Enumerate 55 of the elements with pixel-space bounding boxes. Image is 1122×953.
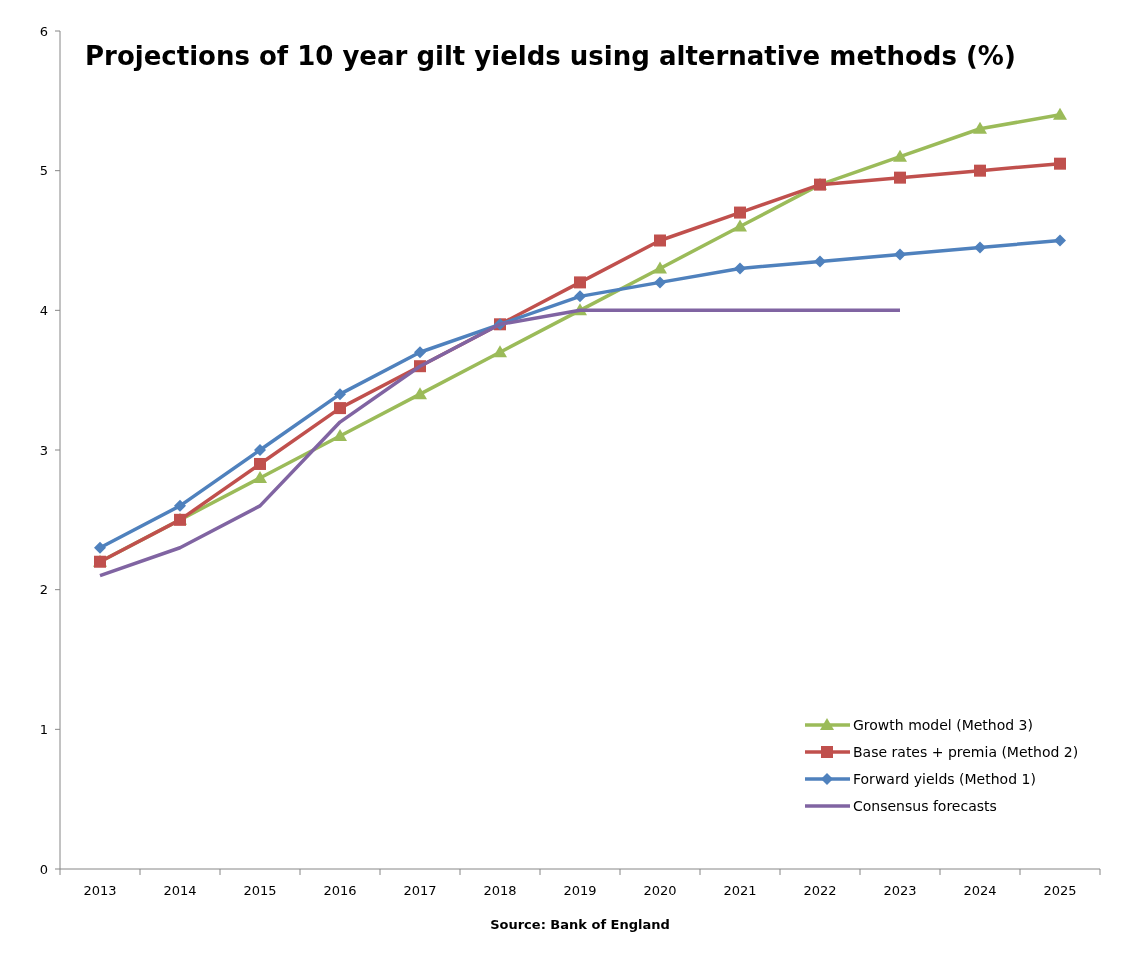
point xyxy=(334,388,346,401)
y-tick-label: 1 xyxy=(39,721,48,737)
chart-title: Projections of 10 year gilt yields using alternative methods (%) xyxy=(85,41,1016,71)
y-tick-label: 5 xyxy=(39,163,48,179)
x-tick-label: 2023 xyxy=(883,883,917,898)
x-tick-label: 2014 xyxy=(163,883,197,898)
point xyxy=(414,346,426,359)
x-tick-label: 2020 xyxy=(643,883,677,898)
x-tick-label: 2016 xyxy=(323,883,357,898)
point xyxy=(894,171,906,184)
point xyxy=(254,444,266,456)
point xyxy=(894,248,906,261)
x-tick-label: 2017 xyxy=(403,883,437,898)
point xyxy=(253,470,267,483)
x-tick-label: 2013 xyxy=(83,883,117,898)
point xyxy=(254,457,266,470)
x-tick-label: 2015 xyxy=(243,883,277,898)
legend-label: Forward yields (Method 1) xyxy=(853,770,1036,787)
y-tick-label: 0 xyxy=(39,861,48,877)
y-tick-label: 6 xyxy=(39,23,48,39)
point xyxy=(174,499,186,512)
source-note: Source: Bank of England xyxy=(490,917,670,932)
x-tick-label: 2025 xyxy=(1043,883,1077,898)
legend-label: Base rates + premia (Method 2) xyxy=(853,743,1079,760)
point xyxy=(333,429,347,442)
legend-label: Growth model (Method 3) xyxy=(853,716,1033,733)
x-tick-label: 2019 xyxy=(563,883,597,898)
point xyxy=(1054,157,1066,170)
point xyxy=(574,290,586,303)
point xyxy=(1054,234,1066,247)
x-tick-label: 2024 xyxy=(963,883,997,898)
x-tick-label: 2021 xyxy=(723,883,757,898)
point xyxy=(733,219,747,232)
x-tick-label: 2018 xyxy=(483,883,517,898)
point xyxy=(334,402,346,415)
point xyxy=(974,164,986,177)
point xyxy=(893,149,907,162)
point xyxy=(654,276,666,289)
x-tick-label: 2022 xyxy=(803,883,837,898)
point xyxy=(653,261,667,274)
y-tick-label: 2 xyxy=(39,582,48,598)
point xyxy=(493,345,507,358)
legend-label: Consensus forecasts xyxy=(853,797,997,814)
point xyxy=(974,241,986,254)
point xyxy=(734,206,746,219)
point xyxy=(654,234,666,247)
point xyxy=(814,255,826,268)
point xyxy=(734,262,746,275)
point xyxy=(413,387,427,400)
point xyxy=(574,276,586,289)
point xyxy=(1053,107,1067,120)
point xyxy=(94,541,106,554)
point xyxy=(973,121,987,134)
y-tick-label: 3 xyxy=(39,442,48,458)
y-tick-label: 4 xyxy=(39,302,48,318)
